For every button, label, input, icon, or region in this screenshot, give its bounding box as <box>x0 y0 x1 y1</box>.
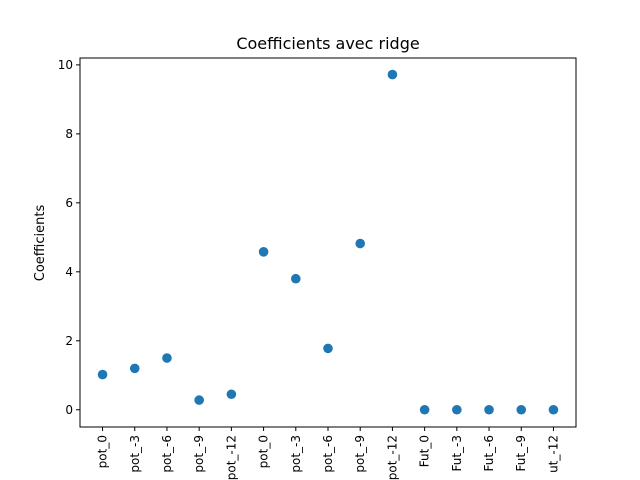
chart-title: Coefficients avec ridge <box>236 34 419 53</box>
y-tick-label: 8 <box>65 127 73 141</box>
y-axis-label: Coefficients <box>33 205 48 282</box>
y-tick-label: 2 <box>65 334 73 348</box>
data-point <box>323 343 333 354</box>
data-point <box>162 353 172 363</box>
data-point <box>194 395 204 405</box>
data-point <box>516 404 527 415</box>
data-point <box>484 404 494 415</box>
x-tick-label: Fut_-9 <box>514 435 528 472</box>
x-tick-label: pot_-3 <box>289 435 303 473</box>
y-tick-label: 0 <box>65 403 73 417</box>
y-axis-ticks: 0 2 4 6 8 10 <box>58 58 80 417</box>
data-point <box>258 247 269 257</box>
x-tick-label: pot_0 <box>257 435 271 468</box>
y-tick-label: 4 <box>65 265 73 279</box>
x-tick-label: pot_0 <box>96 435 110 468</box>
x-tick-label: pot_-9 <box>353 435 367 473</box>
y-tick-label: 6 <box>65 196 73 210</box>
y-tick-label: 10 <box>58 58 73 72</box>
x-tick-label: pot_-9 <box>192 435 206 473</box>
data-point <box>419 404 430 415</box>
x-tick-label: pot_-3 <box>128 435 142 473</box>
data-point <box>290 273 301 284</box>
plot-frame <box>79 57 577 428</box>
x-tick-label: pot_-6 <box>321 435 335 473</box>
data-point <box>355 238 366 249</box>
x-tick-label: pot_-12 <box>224 435 238 480</box>
data-point <box>452 404 462 415</box>
data-point <box>97 369 108 380</box>
x-tick-label: ut_-12 <box>546 435 560 473</box>
x-tick-label: Fut_-3 <box>450 435 464 472</box>
x-tick-label: pot_-6 <box>160 435 174 473</box>
x-tick-label: Fut_-6 <box>482 435 496 472</box>
data-point <box>129 363 140 374</box>
x-tick-label: pot_-12 <box>385 435 399 480</box>
data-points <box>97 69 559 415</box>
data-point <box>548 404 559 415</box>
x-axis-ticks: pot_0 pot_-3 pot_-6 pot_-9 pot_-12 pot_0 pot_-… <box>96 427 560 480</box>
x-tick-label: Fut_0 <box>418 435 432 467</box>
data-point <box>226 389 237 400</box>
data-point <box>387 69 398 80</box>
